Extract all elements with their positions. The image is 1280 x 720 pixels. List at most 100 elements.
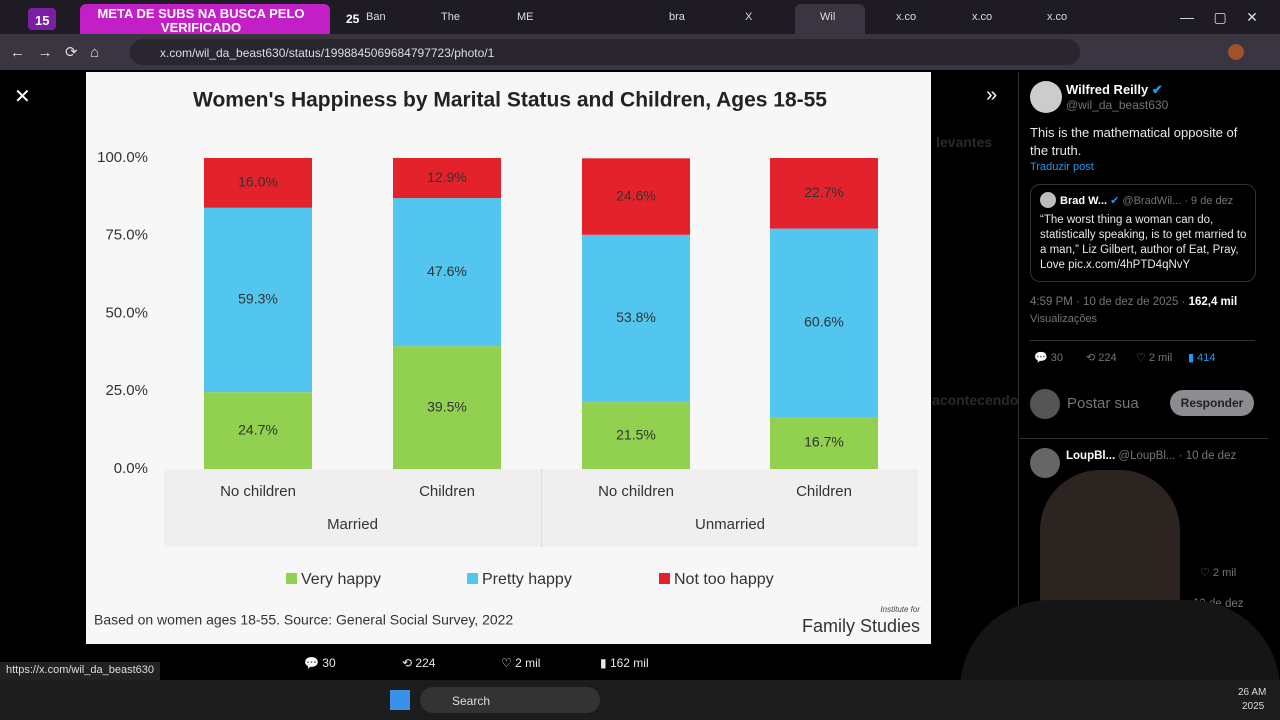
bar-segment	[582, 402, 690, 469]
url: x.com/wil_da_beast630/status/19988450696…	[160, 46, 495, 60]
bar-segment	[770, 158, 878, 229]
stat-likes[interactable]: ♡ 2 mil	[1136, 352, 1173, 364]
chart-title: Women's Happiness by Marital Status and …	[193, 89, 827, 112]
legend-marker	[467, 573, 478, 584]
value-label: 24.6%	[616, 187, 656, 203]
legend-marker	[659, 573, 670, 584]
count: 224	[415, 656, 436, 670]
stat-reposts[interactable]: ⟲ 224	[1086, 352, 1117, 364]
count: 30	[1050, 352, 1064, 364]
chart-note: Based on women ages 18-55. Source: Gener…	[94, 612, 513, 628]
quote-handle: @BradWil...	[1122, 195, 1182, 207]
clock-time: 26 AM	[1238, 687, 1267, 698]
y-tick-label: 50.0%	[105, 304, 148, 321]
reply-button[interactable]: Responder	[1170, 390, 1254, 416]
bar-segment	[204, 392, 312, 469]
collapse-button[interactable]: »	[986, 84, 998, 106]
bg-text: levantes	[936, 134, 993, 150]
quote-date: · 9 de dez	[1184, 195, 1234, 207]
clock-date: 2025	[1242, 701, 1265, 712]
my-avatar	[1030, 389, 1060, 419]
tab-title[interactable]: X	[745, 11, 753, 23]
tab-title[interactable]: Ban	[366, 11, 386, 23]
start-button[interactable]	[390, 690, 410, 710]
reply-avatar	[1030, 448, 1060, 478]
photo-likes[interactable]: ♡ 2 mil	[501, 656, 541, 670]
profile-avatar[interactable]	[1228, 44, 1244, 60]
value-label: 47.6%	[427, 263, 467, 279]
photo-replies[interactable]: 💬 30	[304, 656, 336, 670]
tab-title[interactable]: bra	[669, 11, 685, 23]
count: 2 mil	[1212, 567, 1237, 579]
reply-likes[interactable]: ♡ 2 mil	[1200, 567, 1237, 579]
verified-badge: ✔	[1110, 195, 1120, 207]
y-tick-label: 0.0%	[114, 460, 148, 477]
banner-tab[interactable]	[80, 4, 330, 34]
x-tick-label: No children	[220, 483, 296, 500]
views: 162,4 mil	[1188, 296, 1238, 308]
value-label: 53.8%	[616, 309, 656, 325]
logo-small: Institute for	[880, 605, 920, 614]
legend-label: Not too happy	[674, 571, 774, 588]
value-label: 39.5%	[427, 398, 467, 414]
count: 224	[1098, 352, 1117, 364]
tab-title[interactable]: Wil	[820, 11, 836, 23]
bar-segment	[393, 346, 501, 469]
translate-link[interactable]: Traduzir post	[1030, 161, 1094, 173]
x-tick-label: Children	[796, 483, 852, 500]
author-avatar[interactable]	[1030, 81, 1062, 113]
address-bar[interactable]	[130, 39, 1080, 65]
legend-marker	[286, 573, 297, 584]
tab-title[interactable]: The	[441, 11, 460, 23]
tab-group-badge[interactable]	[28, 8, 56, 30]
legend-label: Pretty happy	[482, 571, 572, 588]
close-button[interactable]: ✕	[14, 86, 31, 108]
y-tick-label: 100.0%	[97, 149, 148, 166]
active-tab[interactable]	[795, 4, 865, 34]
bar-segment	[204, 158, 312, 208]
stat-replies[interactable]: 💬 30	[1034, 352, 1064, 364]
nav-buttons[interactable]: ← → ⟳ ⌂	[10, 44, 100, 61]
search-box[interactable]	[420, 687, 600, 713]
views-label: Visualizações	[1030, 313, 1098, 325]
y-tick-label: 25.0%	[105, 382, 148, 399]
quote-author: Brad W...	[1060, 195, 1108, 207]
tab-title[interactable]: ME	[517, 11, 534, 23]
badge-text: 15	[35, 13, 50, 28]
author-name[interactable]: Wilfred Reilly ✔	[1066, 82, 1163, 98]
search-text: Search	[452, 694, 491, 708]
quote-avatar	[1040, 192, 1056, 208]
photo-reposts[interactable]: ⟲ 224	[402, 656, 436, 670]
author-handle: @wil_da_beast630	[1066, 98, 1169, 112]
value-label: 12.9%	[427, 169, 467, 185]
group-label: Married	[327, 516, 378, 533]
tab-title[interactable]: x.co	[1047, 11, 1068, 23]
status-link: https://x.com/wil_da_beast630	[0, 662, 160, 684]
tab-icon-text: 25	[346, 12, 360, 26]
bg-text: acontecendo	[932, 392, 1019, 408]
tab-title[interactable]: x.co	[896, 11, 917, 23]
stat-bookmarks[interactable]: ▮ 414	[1188, 352, 1216, 364]
reply-handle: @LoupBl...	[1118, 450, 1176, 462]
photo-views[interactable]: ▮ 162 mil	[600, 656, 649, 670]
divider	[1030, 340, 1255, 341]
group-label: Unmarried	[695, 516, 765, 533]
bar-segment	[770, 417, 878, 469]
reply-header: LoupBl... @LoupBl... · 10 de dez	[1066, 450, 1236, 462]
bar-segment	[770, 228, 878, 418]
value-label: 60.6%	[804, 314, 844, 330]
count: 30	[322, 656, 336, 670]
post-time: 4:59 PM · 10 de dez de 2025 · 162,4 mil	[1030, 296, 1237, 308]
bar-segment	[582, 234, 690, 403]
value-label: 24.7%	[238, 421, 278, 437]
author: Wilfred Reilly	[1066, 82, 1149, 97]
quote-card[interactable]	[1030, 184, 1256, 282]
reply-input[interactable]: Postar sua	[1067, 395, 1139, 412]
reply-author: LoupBl...	[1066, 450, 1116, 462]
y-tick-label: 75.0%	[105, 227, 148, 244]
count: 162 mil	[609, 656, 649, 670]
window-controls[interactable]: — ▢ ✕	[1180, 9, 1258, 25]
legend-label: Very happy	[301, 571, 381, 588]
tab-title[interactable]: x.co	[972, 11, 993, 23]
bar-segment	[393, 158, 501, 199]
